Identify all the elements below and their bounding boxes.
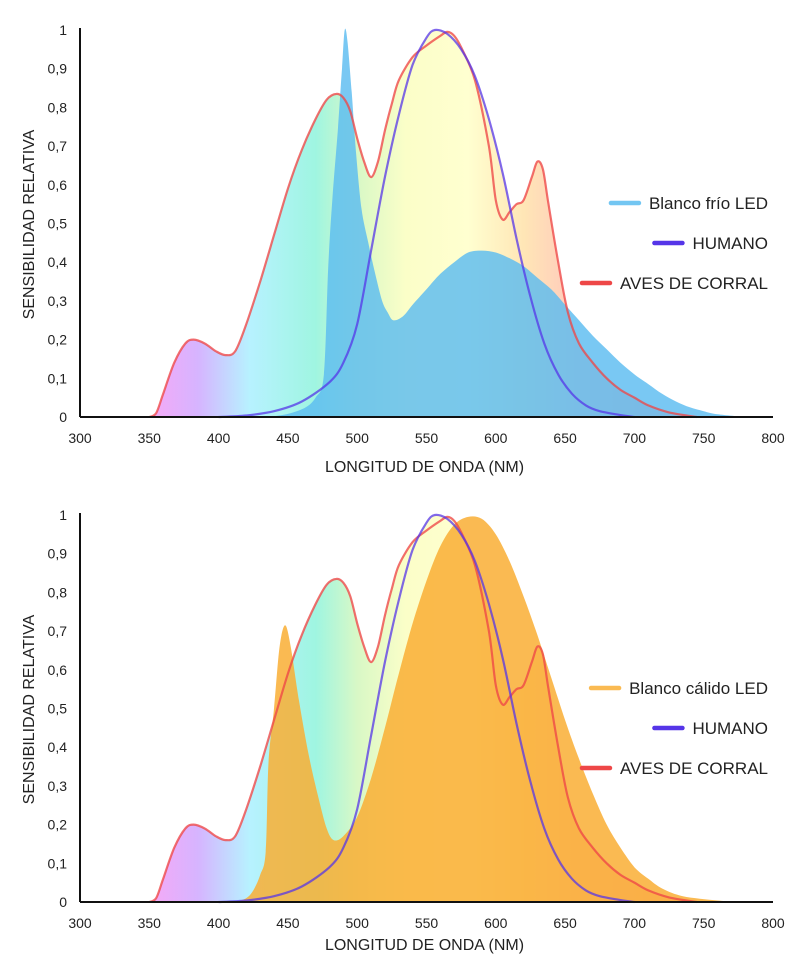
x-tick-label: 650: [553, 915, 577, 931]
y-tick-label: 0,8: [48, 584, 68, 600]
x-axis-label: LONGITUD DE ONDA (NM): [325, 459, 524, 476]
y-axis-label: SENSIBILIDAD RELATIVA: [21, 614, 38, 804]
y-tick-label: 0: [59, 409, 67, 425]
y-tick-label: 0,8: [48, 99, 68, 115]
y-tick-label: 1: [59, 22, 67, 38]
series-line-poultry: [148, 515, 697, 904]
x-tick-label: 550: [415, 915, 439, 931]
x-tick-label: 450: [276, 430, 300, 446]
y-tick-label: 0,6: [48, 177, 68, 193]
series-line-human: [218, 513, 635, 904]
y-tick-label: 0,4: [48, 254, 68, 270]
x-tick-label: 550: [415, 430, 439, 446]
legend-label: HUMANO: [692, 234, 768, 253]
x-tick-label: 700: [623, 915, 647, 931]
y-tick-label: 0,9: [48, 546, 68, 562]
legend-label: HUMANO: [692, 719, 768, 738]
y-tick-label: 0,3: [48, 778, 68, 794]
series-line-human: [218, 28, 635, 419]
legend-label: Blanco frío LED: [649, 194, 768, 213]
y-tick-label: 0,5: [48, 701, 68, 717]
series-area-led: [235, 516, 746, 902]
x-tick-label: 500: [346, 915, 370, 931]
chart-panel-cold-led: 0 0,1 0,2 0,3 0,4 0,5 0,6 0,7 0,8 0,9 1 300 350 400 45…: [21, 22, 785, 476]
y-tick-label: 0: [59, 894, 67, 910]
x-tick-label: 450: [276, 915, 300, 931]
y-tick-label: 0,7: [48, 138, 68, 154]
y-tick-label: 0,1: [48, 855, 68, 871]
x-tick-label: 350: [138, 915, 162, 931]
x-tick-label: 600: [484, 915, 508, 931]
chart-panel-warm-led: 0 0,1 0,2 0,3 0,4 0,5 0,6 0,7 0,8 0,9 1 300 350 400 45…: [21, 507, 785, 954]
x-tick-label: 500: [346, 430, 370, 446]
legend-label: AVES DE CORRAL: [620, 759, 768, 778]
x-tick-label: 350: [138, 430, 162, 446]
x-tick-label: 750: [692, 915, 716, 931]
y-tick-label: 0,7: [48, 623, 68, 639]
y-tick-label: 0,2: [48, 817, 68, 833]
x-tick-label: 750: [692, 430, 716, 446]
y-tick-label: 1: [59, 507, 67, 523]
x-tick-label: 800: [761, 430, 785, 446]
x-axis-label: LONGITUD DE ONDA (NM): [325, 937, 524, 954]
x-tick-label: 300: [68, 430, 92, 446]
y-axis-label: SENSIBILIDAD RELATIVA: [21, 129, 38, 319]
legend-label: Blanco cálido LED: [629, 679, 768, 698]
y-tick-label: 0,6: [48, 662, 68, 678]
y-tick-label: 0,5: [48, 216, 68, 232]
x-tick-label: 700: [623, 430, 647, 446]
y-tick-label: 0,9: [48, 61, 68, 77]
y-tick-label: 0,1: [48, 370, 68, 386]
x-tick-label: 800: [761, 915, 785, 931]
x-tick-label: 400: [207, 915, 231, 931]
x-tick-label: 600: [484, 430, 508, 446]
series-area-led: [225, 28, 746, 418]
series-line-poultry: [148, 30, 697, 419]
y-tick-label: 0,2: [48, 332, 68, 348]
y-tick-label: 0,3: [48, 293, 68, 309]
x-tick-label: 400: [207, 430, 231, 446]
y-tick-label: 0,4: [48, 739, 68, 755]
x-tick-label: 300: [68, 915, 92, 931]
x-tick-label: 650: [553, 430, 577, 446]
legend-label: AVES DE CORRAL: [620, 274, 768, 293]
